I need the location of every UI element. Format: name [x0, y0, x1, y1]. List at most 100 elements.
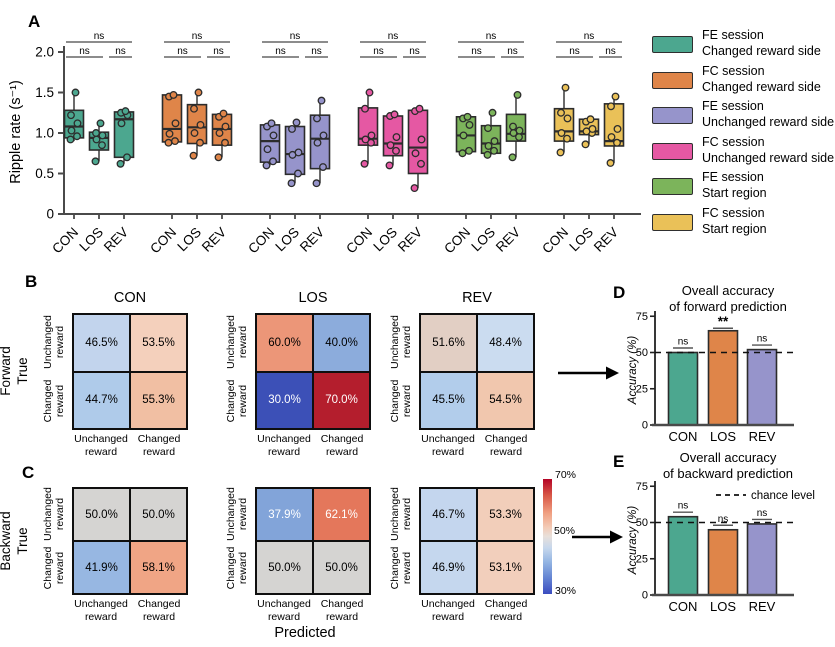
row-label-line: Changed [225, 546, 237, 590]
data-point [214, 153, 223, 162]
data-point [484, 142, 493, 150]
confusion-matrix-c-0: 50.0% 50.0% 41.9% 58.1% [72, 487, 188, 595]
data-point [361, 135, 370, 144]
data-point [556, 148, 565, 157]
boxplot-FE-REV [113, 107, 135, 168]
data-point [269, 131, 278, 140]
legend-label-line1: FE session [702, 170, 764, 184]
col-label-line: Changed [484, 598, 528, 610]
matrix-col-label: Unchanged reward [255, 433, 313, 458]
data-point [410, 184, 419, 193]
data-point [367, 131, 376, 140]
data-point [483, 150, 492, 159]
data-point [215, 129, 224, 137]
data-point [588, 124, 597, 133]
data-point [190, 104, 198, 113]
matrix-cell: 46.5% [74, 315, 129, 371]
chance-level-legend-label: chance level [751, 490, 815, 502]
legend-swatch [652, 143, 693, 160]
data-point [385, 161, 394, 170]
data-point [490, 146, 498, 155]
col-label-line: Unchanged [74, 598, 128, 610]
box [259, 124, 281, 163]
matrix-cell: 50.0% [74, 489, 129, 540]
bar-x-tick-label: LOS [710, 599, 736, 614]
legend-item: FE session Unchanged reward side [652, 99, 834, 130]
legend-label-line1: FE session [702, 99, 764, 113]
data-point [189, 151, 198, 160]
row-label-line: Changed [225, 379, 237, 423]
matrix-cell: 30.0% [257, 372, 312, 428]
sig-label: ns [192, 31, 203, 42]
col-label-line: Changed [137, 433, 181, 445]
a-y-tick-label: 1.5 [35, 85, 54, 100]
data-point [117, 119, 126, 128]
row-label-line: reward [54, 551, 66, 585]
data-point [557, 108, 565, 117]
colorbar-top-label: 70% [555, 469, 577, 481]
data-point [71, 88, 80, 97]
sig-label: ns [311, 46, 322, 57]
data-point [458, 149, 467, 158]
data-point [98, 131, 107, 140]
data-point [411, 149, 420, 158]
sig-label: ns [115, 46, 126, 57]
row-label-line: reward [401, 551, 413, 585]
legend-swatch [652, 214, 693, 231]
a-x-tick-label: LOS [174, 225, 204, 255]
data-point [164, 138, 173, 147]
matrix-col-label: Changed reward [313, 433, 371, 458]
matrix-row-label: Changed reward [388, 533, 414, 603]
col-label-line: Unchanged [74, 433, 128, 445]
forward-label: Forward [0, 346, 13, 396]
sig-label: ns [569, 46, 580, 57]
data-point [415, 104, 424, 113]
matrix-cell: 51.6% [421, 315, 476, 371]
legend-item: FE session Start region [652, 170, 767, 201]
panel-d-title: Oveall accuracy of forward prediction [628, 283, 828, 314]
data-point [196, 138, 204, 147]
data-point [269, 157, 277, 166]
bar-y-tick-label: 0 [642, 590, 648, 602]
boxplot-FE-REV [309, 96, 331, 188]
matrix-cell: 54.5% [478, 372, 533, 428]
matrix-row-label: Changed reward [41, 533, 67, 603]
sig-label: ns [471, 46, 482, 57]
col-label-line: Changed [320, 598, 364, 610]
data-point [294, 148, 303, 157]
matrix-row-label: Changed reward [41, 366, 67, 436]
data-point [613, 124, 622, 133]
bar-y-axis-title: Accuracy (%) [627, 336, 639, 406]
predicted-axis-label: Predicted [274, 625, 336, 641]
a-x-tick-label: REV [297, 225, 327, 255]
data-point [121, 107, 130, 116]
bar-y-tick-label: 50 [636, 347, 648, 359]
matrix-col-label: Changed reward [130, 598, 188, 623]
a-x-tick-label: CON [49, 225, 81, 257]
matrix-cell: 70.0% [314, 372, 369, 428]
matrix-row-label: Changed reward [224, 366, 250, 436]
boxplot-FE-CON [63, 88, 85, 144]
data-point [319, 163, 327, 171]
matrix-col-label: Changed reward [477, 433, 535, 458]
bar-y-tick-label: 75 [636, 481, 648, 493]
bar-con [667, 515, 699, 596]
legend-swatch [652, 178, 693, 195]
matrix-title-los: LOS [298, 290, 328, 306]
data-point [606, 159, 615, 167]
row-label-line: Changed [42, 379, 54, 423]
col-label-line: reward [325, 610, 359, 623]
matrix-cell: 40.0% [314, 315, 369, 371]
true-label: True [15, 527, 30, 555]
sig-label: ns [757, 334, 768, 345]
matrix-cell: 50.0% [131, 489, 186, 540]
matrix-cell: 60.0% [257, 315, 312, 371]
data-point [313, 138, 322, 147]
legend-label-line1: FC session [702, 64, 765, 78]
panel-b-label: B [25, 272, 38, 291]
data-point [92, 135, 101, 144]
panel-d-title-line2: of forward prediction [669, 298, 787, 314]
a-y-tick-label: 0.5 [35, 166, 54, 181]
sig-label: ns [213, 46, 224, 57]
a-x-tick-label: REV [395, 225, 425, 255]
